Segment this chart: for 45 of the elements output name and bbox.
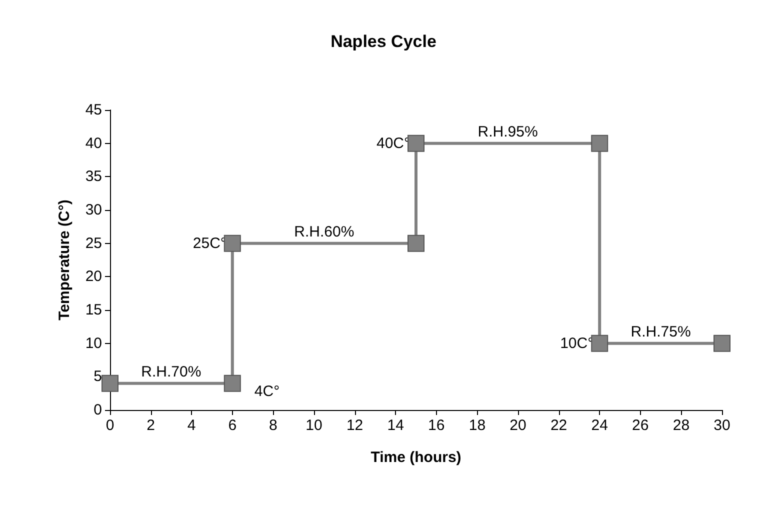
annotation: R.H.60% bbox=[294, 223, 354, 240]
x-tick-label: 6 bbox=[228, 417, 237, 434]
x-tick-label: 14 bbox=[387, 417, 404, 434]
x-tick-label: 4 bbox=[187, 417, 196, 434]
annotation: R.H.70% bbox=[141, 363, 202, 380]
x-tick-label: 10 bbox=[306, 417, 322, 434]
point bbox=[102, 374, 118, 392]
x-tick-label: 2 bbox=[146, 417, 155, 434]
annotation: 4C° bbox=[254, 382, 280, 400]
annotation: 10C° bbox=[560, 334, 594, 352]
x-tick-label: 0 bbox=[106, 417, 114, 434]
point bbox=[591, 134, 608, 152]
y-tick-label: 35 bbox=[85, 168, 102, 186]
point bbox=[224, 374, 241, 392]
y-tick-label: 45 bbox=[85, 102, 102, 118]
y-tick-label: 25 bbox=[85, 234, 102, 252]
annotation: R.H.95% bbox=[478, 123, 538, 140]
x-tick-label: 28 bbox=[672, 417, 690, 434]
x-tick-label: 26 bbox=[632, 417, 649, 434]
point bbox=[714, 334, 730, 352]
y-tick-label: 5 bbox=[94, 368, 102, 386]
chart-title: Naples Cycle bbox=[330, 32, 436, 51]
x-tick-label: 20 bbox=[510, 417, 526, 434]
x-tick-label: 8 bbox=[269, 417, 278, 434]
x-axis-title: Time (hours) bbox=[370, 449, 462, 466]
annotation: 25C° bbox=[192, 234, 226, 252]
y-axis-title: Temperature (C°) bbox=[56, 200, 73, 320]
point bbox=[224, 234, 241, 252]
y-tick-label: 10 bbox=[85, 334, 102, 352]
x-tick-label: 22 bbox=[550, 417, 568, 434]
x-tick-label: 24 bbox=[591, 417, 608, 434]
y-tick-label: 0 bbox=[94, 402, 102, 418]
point bbox=[591, 334, 608, 352]
point bbox=[408, 234, 424, 252]
y-tick-label: 30 bbox=[85, 202, 102, 218]
x-tick-label: 30 bbox=[714, 417, 730, 434]
x-tick-label: 12 bbox=[346, 417, 364, 434]
x-tick-label: 16 bbox=[428, 417, 445, 434]
y-tick-label: 40 bbox=[85, 134, 102, 152]
x-tick-label: 18 bbox=[468, 417, 486, 434]
point bbox=[408, 134, 424, 152]
annotation: 40C° bbox=[376, 134, 410, 152]
annotation: R.H.75% bbox=[630, 323, 691, 340]
y-tick-label: 20 bbox=[85, 268, 102, 286]
y-tick-label: 15 bbox=[85, 302, 102, 318]
